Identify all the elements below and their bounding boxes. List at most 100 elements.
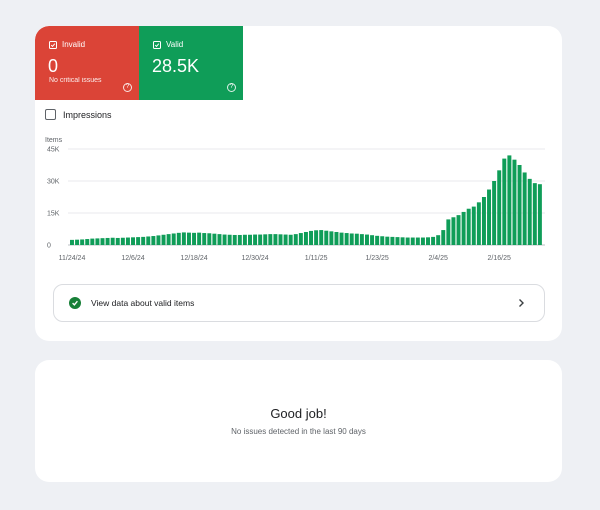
data-bar xyxy=(370,235,375,245)
data-bar xyxy=(497,170,502,245)
valid-label: Valid xyxy=(166,40,184,49)
data-bar xyxy=(202,233,207,245)
data-bar xyxy=(344,233,349,245)
data-bar xyxy=(161,234,166,245)
data-bar xyxy=(441,230,446,245)
checkbox-checked-icon[interactable] xyxy=(49,40,57,49)
data-bar xyxy=(405,237,410,245)
data-bar xyxy=(90,238,95,245)
data-bar xyxy=(314,230,319,245)
data-bar xyxy=(309,230,314,245)
data-bar xyxy=(115,237,120,245)
data-bar xyxy=(431,236,436,245)
x-tick-label: 2/4/25 xyxy=(428,255,448,262)
y-tick-label: 15K xyxy=(47,211,60,218)
data-bar xyxy=(141,236,146,245)
y-tick-label: 30K xyxy=(47,179,60,186)
data-bar xyxy=(487,189,492,245)
data-bar xyxy=(258,234,263,245)
data-bar xyxy=(197,232,202,245)
data-bar xyxy=(410,237,415,245)
data-bar xyxy=(85,239,90,245)
data-bar xyxy=(451,217,456,245)
check-circle-icon xyxy=(69,297,81,309)
data-bar xyxy=(456,215,461,245)
data-bar xyxy=(186,232,191,245)
data-bar xyxy=(380,236,385,245)
data-bar xyxy=(136,237,141,245)
y-tick-label: 0 xyxy=(47,243,51,250)
data-bar xyxy=(131,237,135,245)
data-bar xyxy=(151,236,156,245)
data-bar xyxy=(446,219,451,245)
data-bar xyxy=(288,234,293,245)
data-bar xyxy=(268,234,273,245)
x-tick-label: 1/23/25 xyxy=(365,255,388,262)
data-bar xyxy=(75,239,80,245)
data-bar xyxy=(502,158,507,245)
data-bar xyxy=(298,233,303,245)
x-tick-label: 12/30/24 xyxy=(241,255,268,262)
data-bar xyxy=(334,231,339,245)
x-tick-label: 11/24/24 xyxy=(59,255,86,262)
data-bar xyxy=(471,206,476,245)
data-bar xyxy=(512,159,517,245)
data-bar xyxy=(476,202,481,245)
data-bar xyxy=(420,237,425,245)
data-bar xyxy=(492,181,497,245)
chevron-right-icon[interactable] xyxy=(515,297,527,309)
invalid-tile[interactable]: Invalid 0 No critical issues ? xyxy=(35,26,139,100)
data-bar xyxy=(349,233,354,245)
view-valid-items-row[interactable]: View data about valid items xyxy=(53,284,545,322)
data-bar xyxy=(181,232,186,245)
coverage-card: Invalid 0 No critical issues ? Valid 28.… xyxy=(35,26,562,341)
data-bar xyxy=(532,183,537,245)
impressions-checkbox[interactable] xyxy=(45,109,56,120)
data-bar xyxy=(537,184,542,245)
data-bar xyxy=(171,233,176,245)
data-bar xyxy=(481,197,486,245)
items-chart: Items 0 15K 30K 45K 11/24/24 12/6/24 12/18/24 12… xyxy=(45,137,545,262)
data-bar xyxy=(125,237,130,245)
data-bar xyxy=(329,231,334,245)
data-bar xyxy=(293,234,298,245)
valid-tile[interactable]: Valid 28.5K ? xyxy=(139,26,243,100)
data-bar xyxy=(232,234,237,245)
data-bar xyxy=(207,233,212,245)
y-axis-label: Items xyxy=(45,137,63,144)
data-bar xyxy=(461,211,466,245)
data-bar xyxy=(436,235,441,245)
data-bar xyxy=(324,230,329,245)
data-bar xyxy=(110,237,115,245)
data-bar xyxy=(303,231,308,245)
data-bar xyxy=(212,233,217,245)
data-bar xyxy=(242,234,247,245)
data-bar xyxy=(364,234,369,245)
data-bar xyxy=(426,237,430,245)
data-bar xyxy=(395,237,400,245)
data-bar xyxy=(522,172,527,245)
impressions-toggle[interactable]: Impressions xyxy=(45,109,112,120)
data-bar xyxy=(70,239,74,245)
data-bar xyxy=(248,234,252,245)
data-bar xyxy=(217,234,222,245)
data-bar xyxy=(80,239,85,245)
summary-title: Good job! xyxy=(270,406,327,421)
x-tick-label: 2/16/25 xyxy=(488,255,511,262)
data-bar xyxy=(466,208,471,245)
data-bar xyxy=(227,234,232,245)
help-icon[interactable]: ? xyxy=(123,83,132,92)
valid-count: 28.5K xyxy=(152,56,200,76)
data-bar xyxy=(415,237,420,245)
data-bar xyxy=(95,238,100,245)
data-bar xyxy=(400,237,405,245)
checkbox-checked-icon[interactable] xyxy=(153,40,161,49)
data-bar xyxy=(517,165,522,245)
help-icon[interactable]: ? xyxy=(227,83,236,92)
summary-subtitle: No issues detected in the last 90 days xyxy=(231,427,366,436)
x-tick-label: 12/18/24 xyxy=(180,255,207,262)
data-bar xyxy=(354,233,359,245)
invalid-subtitle: No critical issues xyxy=(49,77,102,84)
data-bar xyxy=(527,178,532,245)
data-bar xyxy=(176,232,181,245)
